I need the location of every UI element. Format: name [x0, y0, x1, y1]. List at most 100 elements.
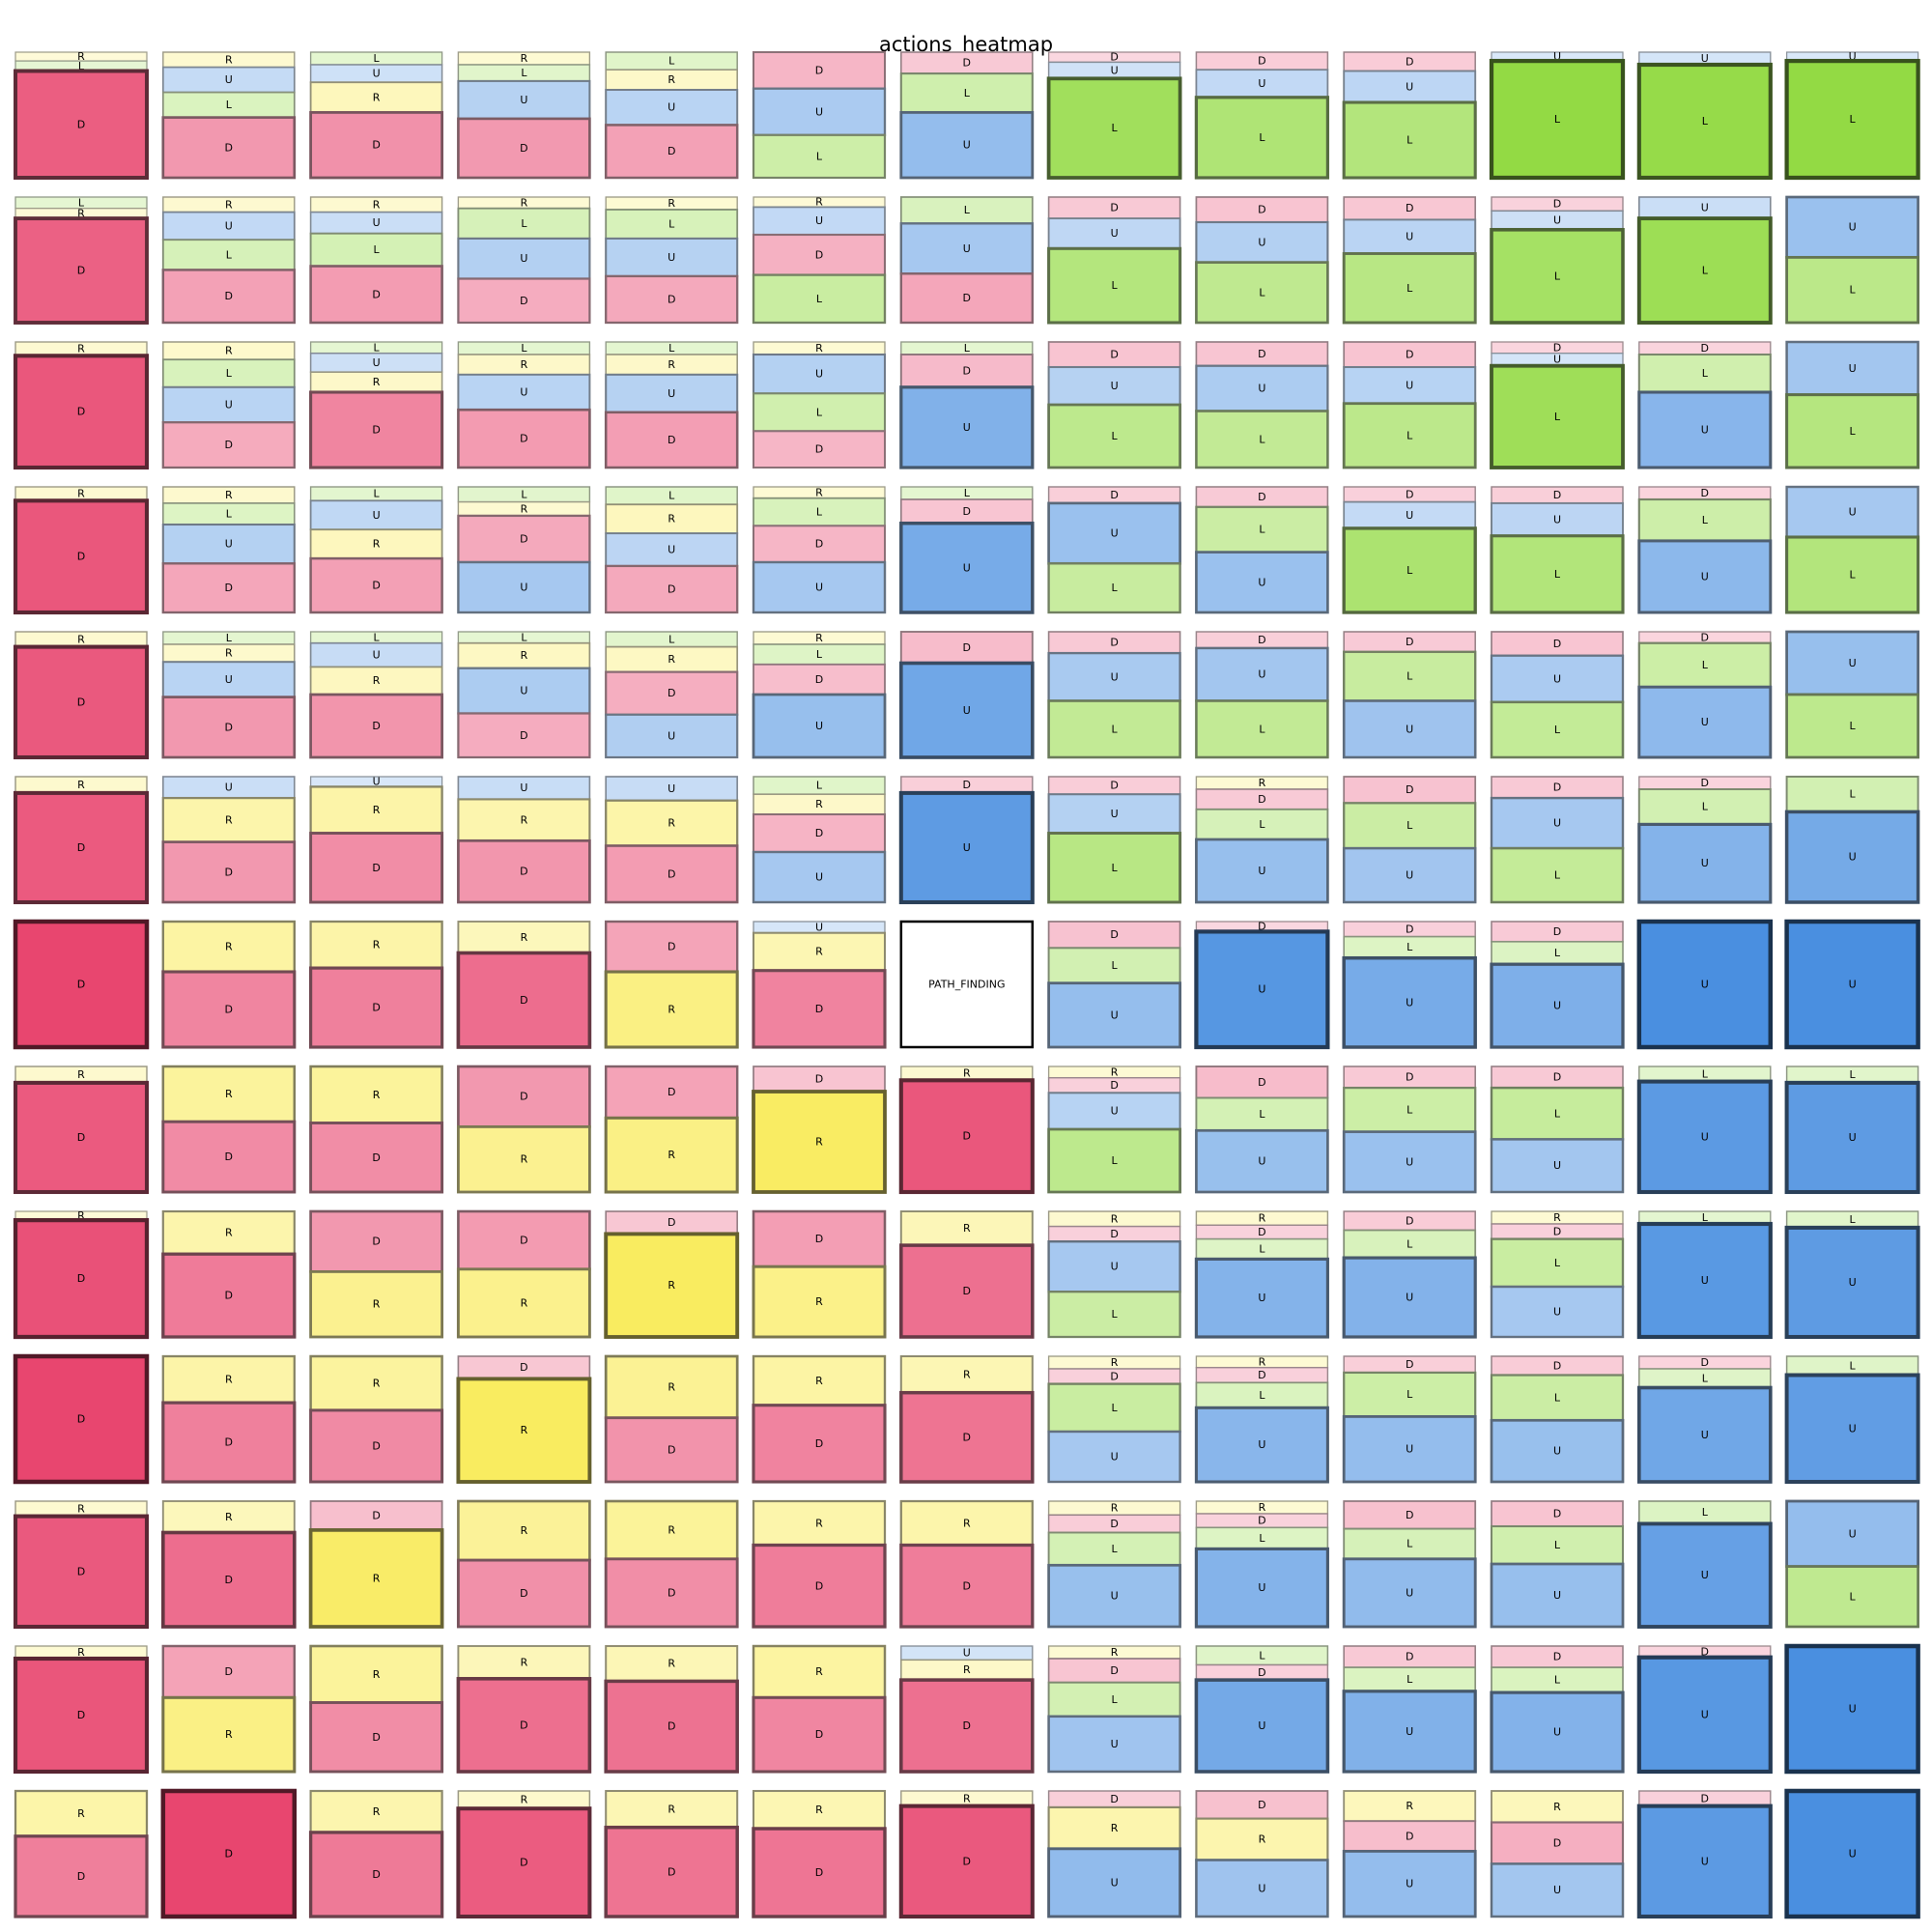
action-label-R: R: [373, 91, 381, 103]
heatmap-cell: DUL: [1342, 51, 1477, 180]
action-segment-R: [309, 1269, 444, 1339]
action-segment-U: [1342, 1256, 1477, 1339]
action-segment-D: [13, 644, 150, 760]
action-label-R: R: [373, 538, 381, 551]
action-segment-D: [753, 663, 886, 696]
action-segment-L: [1490, 228, 1625, 325]
action-segment-D: [1343, 341, 1477, 368]
heatmap-cell: DUL: [1046, 51, 1182, 180]
action-label-R: R: [668, 653, 675, 666]
action-segment-R: [456, 1124, 591, 1194]
heatmap-cell: LU: [1636, 1210, 1773, 1340]
action-label-U: U: [815, 214, 823, 227]
heatmap-cell: DR: [456, 1065, 591, 1194]
heatmap-cell: LR D U: [752, 776, 887, 904]
action-label-R: R: [373, 804, 381, 816]
action-segment-R: [457, 1499, 591, 1562]
action-segment-U: [605, 532, 739, 567]
action-segment-D: [898, 1078, 1035, 1195]
heatmap-cell: D R U: [1047, 1790, 1182, 1918]
action-label-D: D: [520, 532, 527, 545]
action-segment-R: [752, 931, 887, 972]
heatmap-cell: DR: [604, 920, 739, 1049]
heatmap-cell: DLU: [1637, 631, 1773, 759]
action-segment-R: [309, 528, 443, 560]
action-segment-R: [309, 81, 443, 114]
action-segment-D: [899, 1390, 1035, 1484]
action-segment-D: [899, 354, 1034, 388]
action-label-R: R: [77, 1502, 85, 1515]
action-label-R: R: [668, 1004, 675, 1016]
action-label-D: D: [1406, 55, 1413, 68]
action-segment-R: [752, 1789, 887, 1831]
action-segment-D: [161, 562, 296, 614]
action-label-L: L: [1112, 1154, 1119, 1167]
action-label-U: U: [520, 386, 527, 399]
action-segment-U: [899, 521, 1035, 614]
action-label-D: D: [815, 1728, 823, 1741]
heatmap-cell: RD: [309, 1065, 444, 1194]
action-label-L: L: [226, 507, 233, 520]
action-label-D: D: [225, 1436, 233, 1449]
heatmap-cell: RD: [899, 1499, 1035, 1629]
action-label-D: D: [815, 1073, 823, 1086]
heatmap-cell: RD L U: [1047, 1645, 1181, 1774]
action-segment-U: [1637, 822, 1773, 904]
heatmap-cell: RL U D: [161, 341, 296, 469]
action-label-L: L: [1850, 1359, 1857, 1372]
heatmap-cell: DUL: [1047, 776, 1182, 904]
action-segment-D: [14, 216, 149, 325]
action-segment-U: [1047, 1239, 1181, 1293]
action-label-U: U: [373, 509, 381, 522]
action-label-R: R: [225, 198, 233, 211]
action-label-D: D: [77, 1272, 85, 1285]
action-segment-D: [604, 1416, 739, 1484]
heatmap-cell: DLU: [1637, 776, 1773, 904]
action-segment-U: [1784, 1643, 1920, 1775]
action-segment-U: [1195, 69, 1329, 99]
action-segment-D: [161, 840, 297, 904]
action-label-D: D: [815, 673, 823, 686]
action-segment-D: [14, 1834, 149, 1918]
heatmap-cell: UR D: [899, 1645, 1035, 1774]
action-segment-D: [752, 1404, 887, 1484]
heatmap-cell: RD: [13, 1065, 150, 1195]
action-label-R: R: [1259, 1355, 1266, 1368]
action-label-L: L: [374, 488, 381, 500]
action-segment-U: [1490, 1285, 1625, 1339]
action-label-U: U: [668, 251, 675, 264]
action-label-R: R: [815, 798, 823, 810]
action-segment-D: [13, 1217, 150, 1340]
action-label-R: R: [225, 489, 233, 501]
heatmap-cell: DUL: [1490, 776, 1625, 904]
action-label-U: U: [1406, 1443, 1413, 1456]
action-segment-U: [1637, 685, 1773, 759]
action-label-L: L: [964, 487, 971, 499]
action-label-R: R: [521, 1794, 528, 1806]
action-label-D: D: [1258, 204, 1265, 216]
action-label-D: D: [1406, 1071, 1413, 1084]
action-label-D: D: [963, 364, 971, 377]
action-label-U: U: [963, 139, 971, 152]
action-label-U: U: [1701, 979, 1709, 991]
action-segment-U: [1785, 340, 1919, 396]
heatmap-cell: RD: [309, 1644, 444, 1774]
action-label-U: U: [1406, 1155, 1413, 1168]
heatmap-cell: U: [1784, 1643, 1920, 1775]
action-segment-U: [1194, 1406, 1329, 1484]
action-label-D: D: [668, 434, 675, 446]
action-label-D: D: [963, 1431, 971, 1443]
action-segment-L: [1490, 534, 1625, 614]
action-label-U: U: [668, 387, 675, 400]
action-label-D: D: [963, 292, 971, 304]
action-label-U: U: [1258, 1882, 1265, 1894]
heatmap-cell: RD: [13, 1209, 150, 1340]
action-segment-U: [1490, 1418, 1625, 1484]
action-segment-L: [753, 497, 886, 527]
action-segment-D: [13, 1514, 150, 1630]
action-label-L: L: [374, 52, 381, 65]
heatmap-cell: RD: [160, 1500, 297, 1629]
action-label-U: U: [1111, 527, 1119, 540]
heatmap-cell: RD: [161, 1209, 297, 1339]
action-segment-R: [752, 1264, 887, 1339]
